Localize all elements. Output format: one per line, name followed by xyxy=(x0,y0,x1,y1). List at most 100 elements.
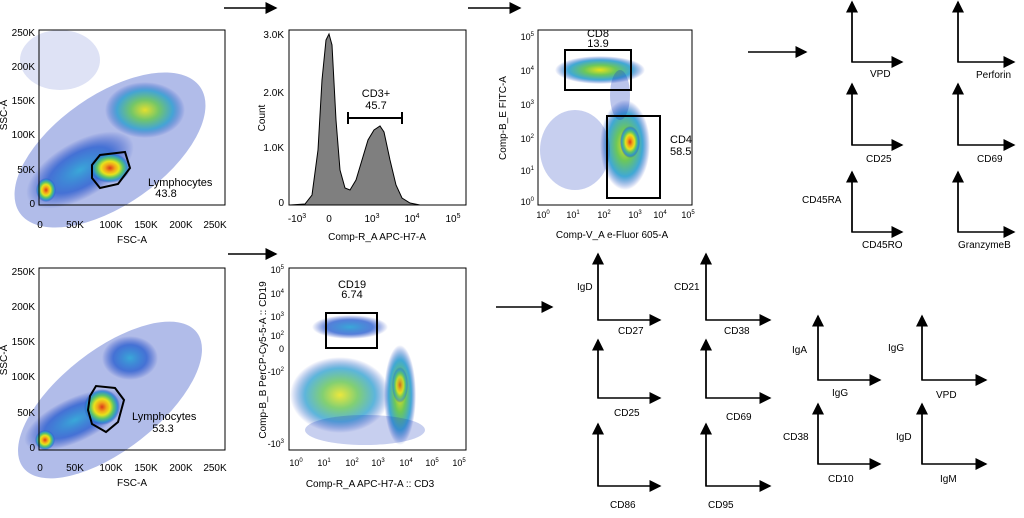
y-tick-labels: 250K 200K 150K 100K 50K 0 xyxy=(12,28,36,210)
y-axis-label: SSC-A xyxy=(0,99,10,130)
svg-text:105: 105 xyxy=(445,213,460,225)
svg-text:102: 102 xyxy=(521,134,535,144)
svg-text:200K: 200K xyxy=(169,463,193,474)
svg-text:0: 0 xyxy=(279,344,284,354)
svg-text:100K: 100K xyxy=(99,463,123,474)
svg-text:200K: 200K xyxy=(169,220,193,231)
axis-label: CD38 xyxy=(783,432,809,443)
svg-text:3.0K: 3.0K xyxy=(263,30,284,41)
axis-label: CD69 xyxy=(977,154,1003,165)
gate-value: 45.7 xyxy=(365,100,386,112)
axis-label: CD69 xyxy=(726,412,752,423)
cd19-gate-value: 6.74 xyxy=(341,289,362,301)
svg-text:102: 102 xyxy=(271,331,285,341)
b-cell-axes xyxy=(592,252,988,492)
axis-label: IgG xyxy=(832,388,848,399)
x-tick-labels: 0 50K 100K 150K 200K 250K xyxy=(37,220,227,231)
y-axis-label: Count xyxy=(257,104,268,131)
gate-label: CD3+ xyxy=(362,88,390,100)
svg-text:103: 103 xyxy=(364,213,379,225)
x-axis-label: FSC-A xyxy=(117,478,147,489)
gate-value: 43.8 xyxy=(155,188,176,200)
cd8-gate xyxy=(564,49,632,91)
plot-frame xyxy=(288,29,467,206)
fsc-ssc-top-plot: Lymphocytes 43.8 250K 200K 150K 100K 50K… xyxy=(0,28,227,246)
y-tick-labels: 105 104 103 102 0 -102 -103 xyxy=(268,265,285,449)
cd3-histogram-plot: CD3+ 45.7 3.0K 2.0K 1.0K 0 -103 0 103 10… xyxy=(257,29,467,243)
svg-text:1.0K: 1.0K xyxy=(263,143,284,154)
axis-label: CD10 xyxy=(828,474,854,485)
axis-label: IgM xyxy=(940,474,957,485)
x-tick-labels: 0 50K 100K 150K 200K 250K xyxy=(37,463,227,474)
axis-label: IgA xyxy=(792,345,807,356)
cd8-gate-label: CD8 xyxy=(587,28,609,40)
svg-text:104: 104 xyxy=(404,213,419,225)
x-tick-labels: 100 101 102 103 104 105 xyxy=(536,210,695,220)
x-axis-label: FSC-A xyxy=(117,235,147,246)
axis-label: CD25 xyxy=(614,408,640,419)
svg-text:50K: 50K xyxy=(17,408,35,419)
y-tick-labels: 105 104 103 102 101 100 xyxy=(521,32,535,207)
svg-text:105: 105 xyxy=(271,265,285,275)
svg-text:104: 104 xyxy=(399,458,413,468)
svg-text:0: 0 xyxy=(29,443,35,454)
cd19-cd3-plot: CD19 6.74 105 104 103 102 0 -102 -103 10… xyxy=(258,265,467,490)
t-cell-axis-labels: VPD Perforin CD25 CD69 CD45RA CD45RO Gra… xyxy=(802,69,1011,251)
axis-label: IgD xyxy=(577,282,593,293)
x-tick-labels: 100 101 102 103 104 105 105 xyxy=(289,458,466,468)
density-cloud xyxy=(14,30,206,228)
svg-text:150K: 150K xyxy=(134,220,158,231)
y-axis-label: Comp-B_B PerCP-Cy5-5-A :: CD19 xyxy=(258,281,269,439)
svg-text:105: 105 xyxy=(521,32,535,42)
x-tick-labels: -103 0 103 104 105 xyxy=(288,213,461,225)
svg-text:-102: -102 xyxy=(268,367,285,377)
gate-label: Lymphocytes xyxy=(148,177,213,189)
plot-frame xyxy=(288,267,467,451)
svg-text:250K: 250K xyxy=(203,463,227,474)
svg-text:100: 100 xyxy=(536,210,550,220)
svg-text:-103: -103 xyxy=(268,439,285,449)
svg-text:103: 103 xyxy=(371,458,385,468)
svg-text:50K: 50K xyxy=(66,463,84,474)
svg-text:101: 101 xyxy=(566,210,580,220)
fsc-ssc-bottom-plot: Lymphocytes 53.3 250K 200K 150K 100K 50K… xyxy=(0,267,227,489)
svg-text:-103: -103 xyxy=(288,213,306,225)
svg-text:101: 101 xyxy=(521,166,535,176)
density-cloud xyxy=(540,56,650,190)
svg-text:150K: 150K xyxy=(134,463,158,474)
svg-text:0: 0 xyxy=(278,198,284,209)
svg-text:100: 100 xyxy=(521,197,535,207)
svg-text:200K: 200K xyxy=(12,62,36,73)
svg-text:250K: 250K xyxy=(12,28,36,39)
cd4-gate-label: CD4 xyxy=(670,134,692,146)
axis-label: GranzymeB xyxy=(958,240,1011,251)
lymphocyte-gate xyxy=(91,150,132,190)
svg-text:0: 0 xyxy=(37,463,43,474)
svg-text:0: 0 xyxy=(326,214,332,225)
svg-text:104: 104 xyxy=(521,66,535,76)
axis-label: CD21 xyxy=(674,282,700,293)
svg-text:0: 0 xyxy=(37,220,43,231)
y-axis-label: Comp-B_E FITC-A xyxy=(498,76,509,160)
svg-text:200K: 200K xyxy=(12,302,36,313)
histogram-fill xyxy=(289,32,421,206)
axis-label: IgD xyxy=(896,432,912,443)
svg-text:105: 105 xyxy=(452,458,466,468)
y-axis-label: SSC-A xyxy=(0,344,10,375)
cd19-gate xyxy=(325,312,378,349)
axis-label: IgG xyxy=(888,343,904,354)
svg-text:100K: 100K xyxy=(12,130,36,141)
svg-text:150K: 150K xyxy=(12,96,36,107)
svg-text:150K: 150K xyxy=(12,337,36,348)
x-axis-label: Comp-R_A APC-H7-A xyxy=(328,232,426,243)
axis-label: VPD xyxy=(870,69,891,80)
lymphocyte-gate xyxy=(86,384,126,434)
y-tick-labels: 3.0K 2.0K 1.0K 0 xyxy=(263,30,284,209)
svg-text:2.0K: 2.0K xyxy=(263,88,284,99)
svg-text:50K: 50K xyxy=(66,220,84,231)
svg-text:105: 105 xyxy=(681,210,695,220)
cd8-gate-value: 13.9 xyxy=(587,38,608,50)
svg-text:105: 105 xyxy=(425,458,439,468)
axis-label: CD27 xyxy=(618,326,644,337)
